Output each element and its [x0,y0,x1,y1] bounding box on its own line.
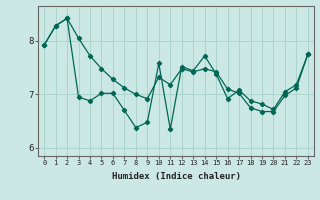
X-axis label: Humidex (Indice chaleur): Humidex (Indice chaleur) [111,172,241,181]
